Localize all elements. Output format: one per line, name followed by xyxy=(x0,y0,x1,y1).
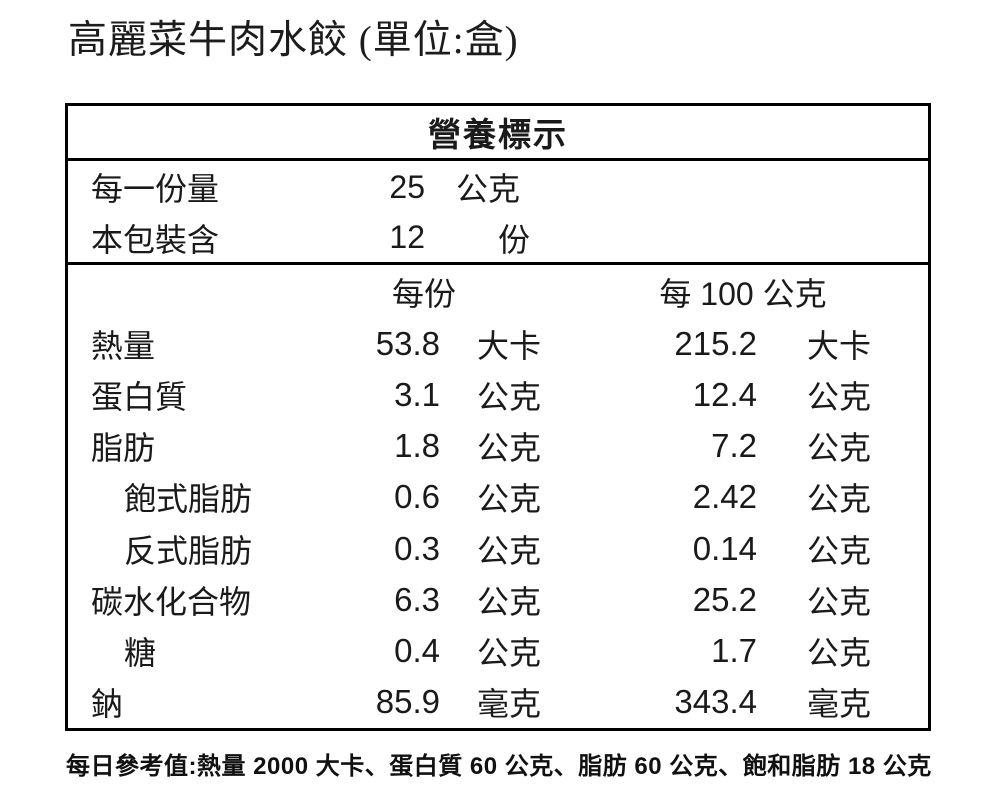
per-100g-column-header: 每 100 公克 xyxy=(659,275,827,312)
per-100g-unit: 公克 xyxy=(807,583,872,620)
per-serving-value: 53.8 xyxy=(375,324,440,362)
per-100g-unit: 公克 xyxy=(807,532,872,569)
per-serving-value: 0.6 xyxy=(394,478,440,516)
serving-size-row: 每一份量 25 公克 xyxy=(68,161,928,213)
nutrient-label: 碳水化合物 xyxy=(91,583,252,620)
per-100g-value: 0.14 xyxy=(692,529,757,567)
per-serving-unit: 公克 xyxy=(477,635,542,672)
table-row-protein: 蛋白質 3.1 公克 12.4 公克 xyxy=(68,369,928,420)
per-serving-value: 85.9 xyxy=(375,683,440,721)
per-100g-value: 343.4 xyxy=(674,683,757,721)
column-header-row: 每份 每 100 公克 xyxy=(68,265,928,318)
table-row-sugar: 糖 0.4 公克 1.7 公克 xyxy=(68,626,928,677)
servings-per-package-unit: 份 xyxy=(497,221,530,258)
nutrient-label: 蛋白質 xyxy=(91,378,188,415)
nutrient-label: 脂肪 xyxy=(91,430,156,467)
per-serving-unit: 公克 xyxy=(477,532,542,569)
serving-size-value: 25 xyxy=(389,168,425,205)
per-100g-value: 2.42 xyxy=(692,478,757,516)
servings-per-package-row: 本包裝含 12 份 xyxy=(68,213,928,265)
per-100g-unit: 公克 xyxy=(807,481,872,518)
per-serving-unit: 公克 xyxy=(477,481,542,518)
serving-size-unit: 公克 xyxy=(456,171,521,207)
nutrient-label: 熱量 xyxy=(91,327,156,364)
per-serving-value: 6.3 xyxy=(394,580,440,618)
product-title: 高麗菜牛肉水餃 (單位:盒) xyxy=(68,19,519,62)
per-100g-unit: 公克 xyxy=(807,430,872,467)
per-serving-column-header: 每份 xyxy=(391,275,456,312)
per-serving-unit: 公克 xyxy=(477,583,542,620)
per-serving-unit: 公克 xyxy=(477,378,542,415)
per-serving-unit: 公克 xyxy=(477,430,542,467)
daily-reference-footnote: 每日參考值:熱量 2000 大卡、蛋白質 60 公克、脂肪 60 公克、飽和脂肪… xyxy=(66,753,932,780)
per-100g-unit: 毫克 xyxy=(807,686,872,723)
table-row-fat: 脂肪 1.8 公克 7.2 公克 xyxy=(68,421,928,472)
per-100g-value: 215.2 xyxy=(674,324,757,362)
per-serving-value: 1.8 xyxy=(394,427,440,465)
per-100g-value: 1.7 xyxy=(711,632,757,670)
per-serving-value: 3.1 xyxy=(394,375,440,413)
servings-per-package-label: 本包裝含 xyxy=(91,221,220,258)
nutrient-label: 反式脂肪 xyxy=(124,532,253,569)
per-100g-unit: 公克 xyxy=(807,378,872,415)
table-row-saturated-fat: 飽式脂肪 0.6 公克 2.42 公克 xyxy=(68,472,928,523)
table-row-calories: 熱量 53.8 大卡 215.2 大卡 xyxy=(68,318,928,369)
per-100g-unit: 大卡 xyxy=(807,327,872,364)
per-100g-value: 7.2 xyxy=(711,427,757,465)
nutrient-label: 鈉 xyxy=(91,686,124,723)
per-100g-value: 12.4 xyxy=(692,375,757,413)
nutrition-table: 營養標示 每一份量 25 公克 本包裝含 12 份 每份 每 100 公克 熱量… xyxy=(65,103,931,731)
per-serving-unit: 毫克 xyxy=(477,686,542,723)
per-serving-unit: 大卡 xyxy=(477,327,542,364)
serving-size-label: 每一份量 xyxy=(91,171,220,207)
per-100g-unit: 公克 xyxy=(807,635,872,672)
table-row-carbohydrate: 碳水化合物 6.3 公克 25.2 公克 xyxy=(68,574,928,625)
nutrition-table-title: 營養標示 xyxy=(68,106,928,161)
nutrient-label: 飽式脂肪 xyxy=(124,481,253,518)
per-serving-value: 0.4 xyxy=(394,632,440,670)
per-serving-value: 0.3 xyxy=(394,529,440,567)
table-row-sodium: 鈉 85.9 毫克 343.4 毫克 xyxy=(68,677,928,728)
nutrient-label: 糖 xyxy=(124,635,157,672)
per-100g-value: 25.2 xyxy=(692,580,757,618)
servings-per-package-value: 12 xyxy=(389,219,425,255)
table-row-trans-fat: 反式脂肪 0.3 公克 0.14 公克 xyxy=(68,523,928,574)
